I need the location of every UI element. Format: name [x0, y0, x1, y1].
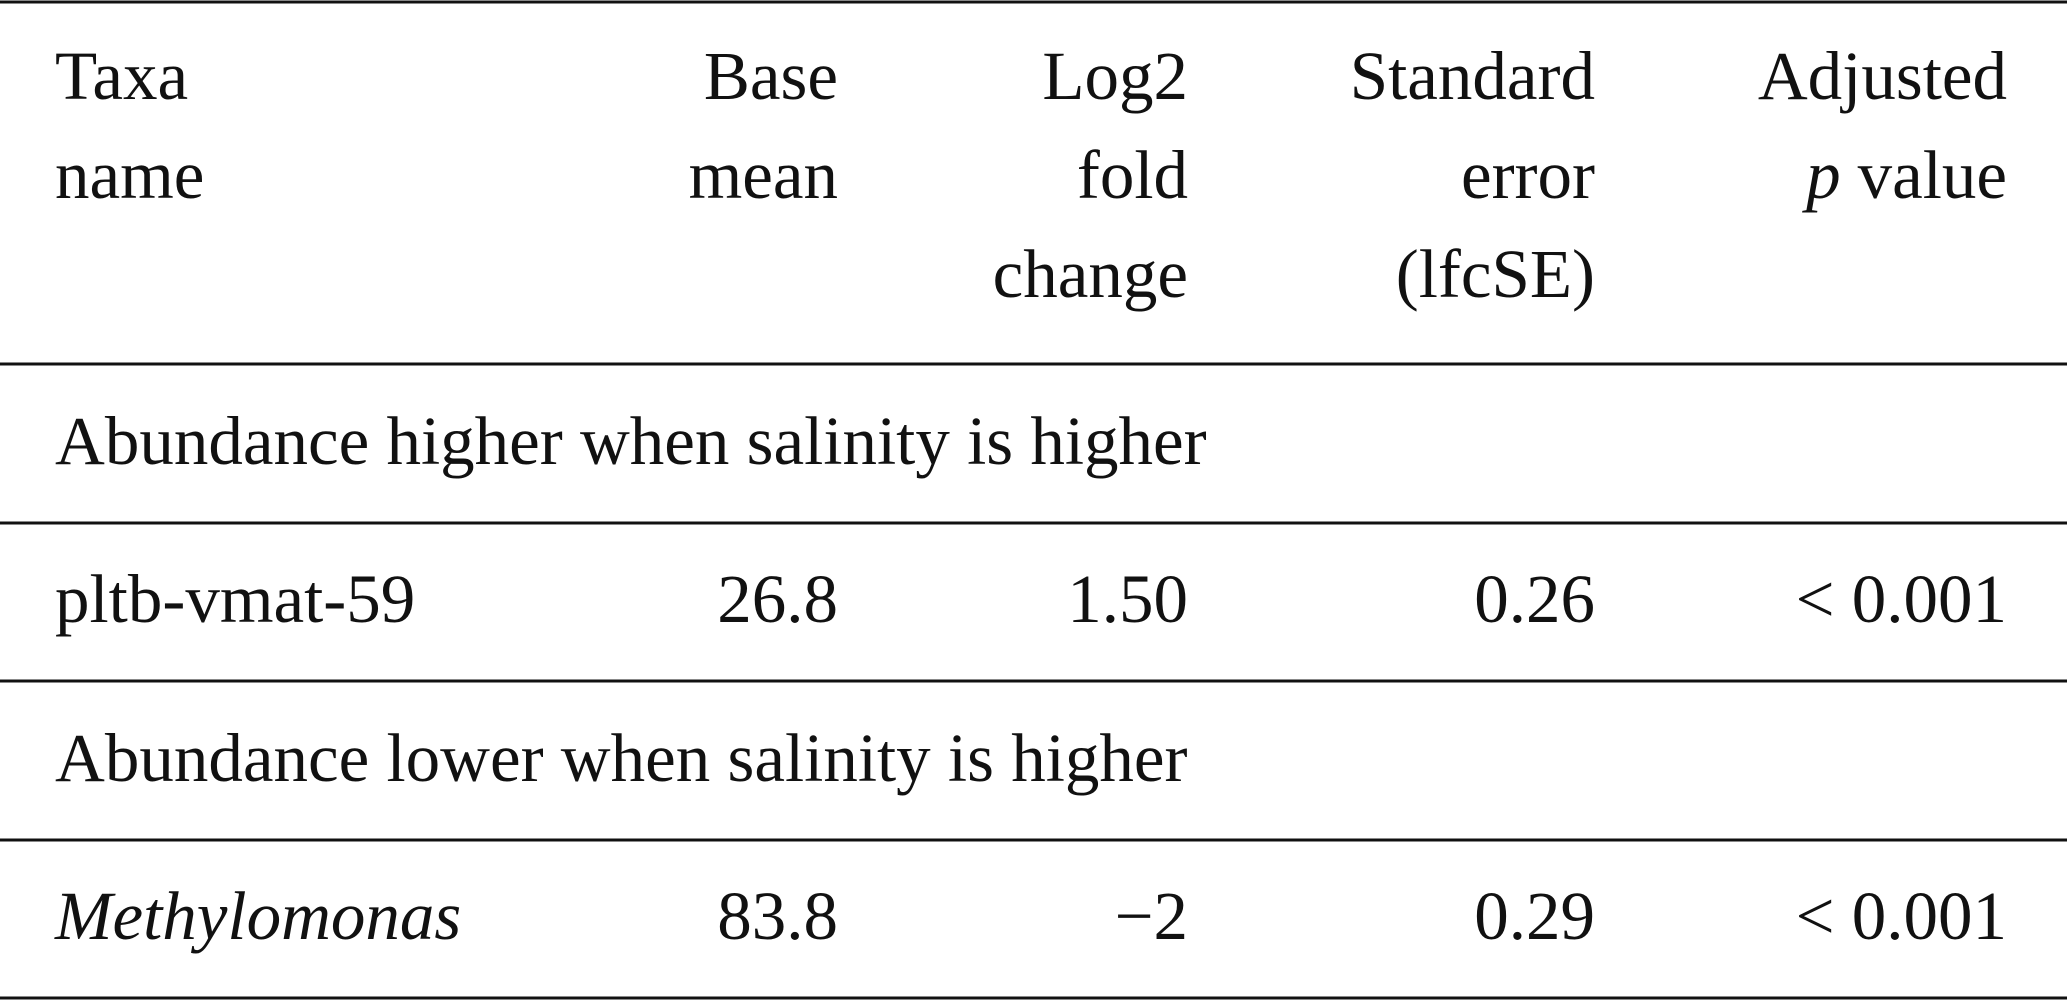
header-text: Adjusted: [1758, 38, 2007, 114]
header-symbol: p: [1801, 137, 1841, 213]
cell-value: < 0.001: [1796, 878, 2007, 954]
header-text: error: [1461, 137, 1595, 213]
header-text: Taxa: [55, 38, 188, 114]
header-text: change: [993, 236, 1188, 312]
taxa-name: pltb-vmat-59: [55, 561, 415, 637]
header-text: mean: [689, 137, 838, 213]
cell-value: 83.8: [717, 878, 838, 954]
cell-value: < 0.001: [1796, 561, 2007, 637]
cell-value: 0.26: [1474, 561, 1595, 637]
cell-value: 0.29: [1474, 878, 1595, 954]
header-text: Standard: [1350, 38, 1595, 114]
header-text: p value: [1801, 137, 2007, 213]
cell-value: 26.8: [717, 561, 838, 637]
section-title: Abundance lower when salinity is higher: [55, 720, 1187, 796]
cell-value: −2: [1115, 878, 1188, 954]
header-text: value: [1858, 137, 2007, 213]
header-text: (lfcSE): [1396, 236, 1595, 312]
header-text: Log2: [1042, 38, 1188, 114]
header-text: Base: [704, 38, 838, 114]
header-text: fold: [1077, 137, 1188, 213]
header-text: name: [55, 137, 204, 213]
cell-value: 1.50: [1067, 561, 1188, 637]
taxa-name: Methylomonas: [54, 878, 461, 954]
section-title: Abundance higher when salinity is higher: [55, 403, 1207, 479]
